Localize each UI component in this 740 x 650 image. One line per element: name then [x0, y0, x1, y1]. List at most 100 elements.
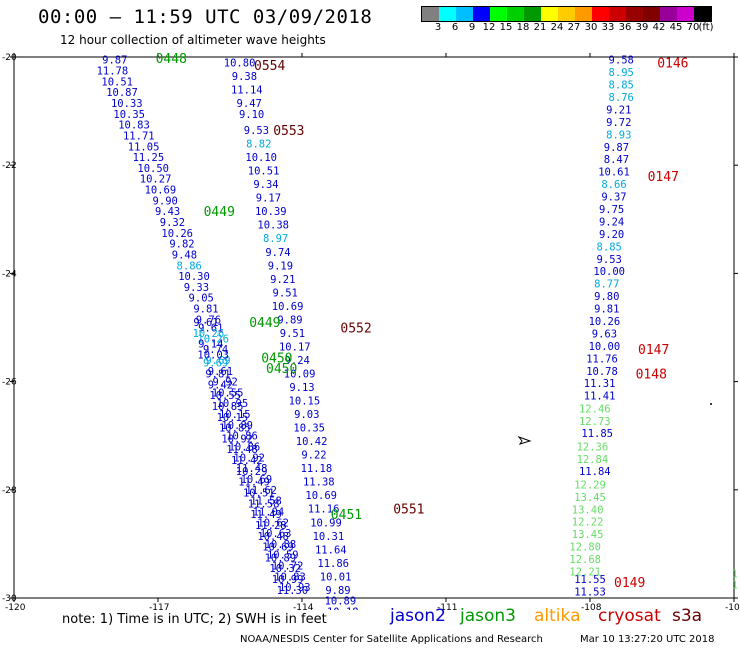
swh-value: 11.38 [303, 477, 335, 489]
colorbar-tick-label: 15 [499, 22, 513, 33]
swh-value: 9.24 [285, 355, 310, 367]
swh-value: 10.83 [274, 571, 306, 583]
colorbar-tick-label: 70 [686, 22, 700, 33]
swh-value: 10.51 [101, 76, 133, 88]
swh-value: 9.58 [609, 55, 634, 67]
swh-value: 11.05 [128, 141, 160, 153]
swh-value: 9.87 [604, 142, 629, 154]
swh-value: 9.76 [196, 314, 221, 326]
pass-time-label: 0449 [204, 205, 235, 220]
pass-time-label: 0149 [614, 576, 645, 591]
swh-value: 9.89 [277, 314, 302, 326]
swh-value: 11.62 [245, 485, 277, 497]
swh-value: 10.26 [197, 333, 229, 345]
swh-value: 10.26 [193, 328, 225, 340]
swh-value: 10.89 [265, 552, 297, 564]
swh-value: 11.48 [236, 463, 268, 475]
swh-value: 10.10 [245, 152, 277, 164]
colorbar-swatch [507, 7, 524, 21]
swh-value: 11.49 [250, 509, 282, 521]
swh-value: 12.29 [574, 479, 606, 491]
swh-value: 10.85 [212, 401, 244, 413]
swh-value: 9.34 [253, 179, 278, 191]
swh-value: 10.15 [219, 409, 251, 421]
swh-value: 1 [732, 569, 738, 581]
colorbar-tick-label: 33 [601, 22, 615, 33]
pass-time-label: 0148 [636, 367, 667, 382]
lat-tick-label: -30 [2, 594, 17, 604]
credit-date: Mar 10 13:27:20 UTC 2018 [580, 634, 715, 645]
swh-value: 10.50 [137, 163, 169, 175]
colorbar-swatch [490, 7, 507, 21]
swh-value: 8.47 [604, 154, 629, 166]
colorbar-swatch [592, 7, 609, 21]
colorbar-tick-label: 39 [635, 22, 649, 33]
swh-value: 11.58 [250, 496, 282, 508]
lon-tick-label: -10 [725, 603, 740, 610]
colorbar-swatch [643, 7, 660, 21]
colorbar-tick-label: 45 [669, 22, 683, 33]
map-subtitle: 12 hour collection of altimeter wave hei… [60, 33, 326, 47]
swh-value: 11.04 [253, 506, 285, 518]
swh-value: 10.92 [221, 433, 253, 445]
footer-note: note: 1) Time is in UTC; 2) SWH is in fe… [62, 612, 327, 627]
swh-value: 10.03 [197, 350, 229, 362]
colorbar-tick-label: 27 [567, 22, 581, 33]
credit-text: NOAA/NESDIS Center for Satellite Applica… [240, 634, 543, 645]
swh-value: 12.68 [569, 554, 601, 566]
swh-value: 13.45 [572, 529, 604, 541]
colorbar-swatch [558, 7, 575, 21]
swh-value: 10.69 [272, 301, 304, 313]
swh-value: 10.89 [221, 420, 253, 432]
swh-value: 9.05 [189, 293, 214, 305]
colorbar-swatch [456, 7, 473, 21]
swh-value: 10.00 [593, 266, 625, 278]
swh-value: 8.66 [601, 179, 626, 191]
colorbar-tick-label: 21 [533, 22, 547, 33]
swh-value: 11.49 [238, 477, 270, 489]
swh-value: 11.25 [133, 152, 165, 164]
swh-value: 11.14 [231, 84, 263, 96]
swh-value: 9.38 [232, 71, 257, 83]
swh-value: 12.22 [572, 517, 604, 529]
swh-value: 11.16 [308, 504, 340, 516]
swh-value: 10.42 [296, 436, 328, 448]
swh-value: 9.81 [594, 304, 619, 316]
swh-value: 10.62 [257, 517, 289, 529]
swh-value: 10.69 [262, 542, 294, 554]
swh-value: 9.10 [239, 109, 264, 121]
lon-tick-label: -111 [437, 603, 457, 610]
colorbar-swatch [473, 7, 490, 21]
swh-value: 9.72 [606, 117, 631, 129]
colorbar-swatch [541, 7, 558, 21]
swh-value: 8.77 [594, 279, 619, 291]
map-title: 00:00 — 11:59 UTC 03/09/2018 [38, 6, 373, 28]
swh-value: 10.95 [217, 398, 249, 410]
swh-value: 10.55 [212, 387, 244, 399]
colorbar-swatch [575, 7, 592, 21]
swh-value: 8.85 [597, 241, 622, 253]
swh-value: 10.15 [289, 396, 321, 408]
swh-value: 10.26 [589, 316, 621, 328]
swh-value: 10.89 [325, 596, 357, 608]
swh-value: 11.30 [277, 585, 309, 597]
swh-value: 9.32 [160, 217, 185, 229]
swh-value: 10.85 [219, 423, 251, 435]
lon-tick-label: -114 [293, 603, 314, 610]
colorbar-swatch [609, 7, 626, 21]
legend-item-altika: altika [534, 606, 581, 626]
pass-time-label: 0450 [266, 362, 297, 377]
swh-value: 10.69 [305, 490, 337, 502]
swh-value: 9.19 [268, 260, 293, 272]
swh-value: 10.29 [236, 466, 268, 478]
swh-value: 10.83 [118, 120, 150, 132]
swh-value: 10.17 [279, 341, 311, 353]
swh-value: 10.51 [243, 488, 275, 500]
swh-value: 10.33 [111, 98, 143, 110]
swh-value: 11.31 [584, 378, 616, 390]
swh-value: 10.26 [161, 228, 193, 240]
swh-value: 8.82 [246, 139, 271, 151]
swh-value: 10.63 [260, 528, 292, 540]
swh-value: 10.88 [265, 539, 297, 551]
swh-value: 9.20 [599, 229, 624, 241]
